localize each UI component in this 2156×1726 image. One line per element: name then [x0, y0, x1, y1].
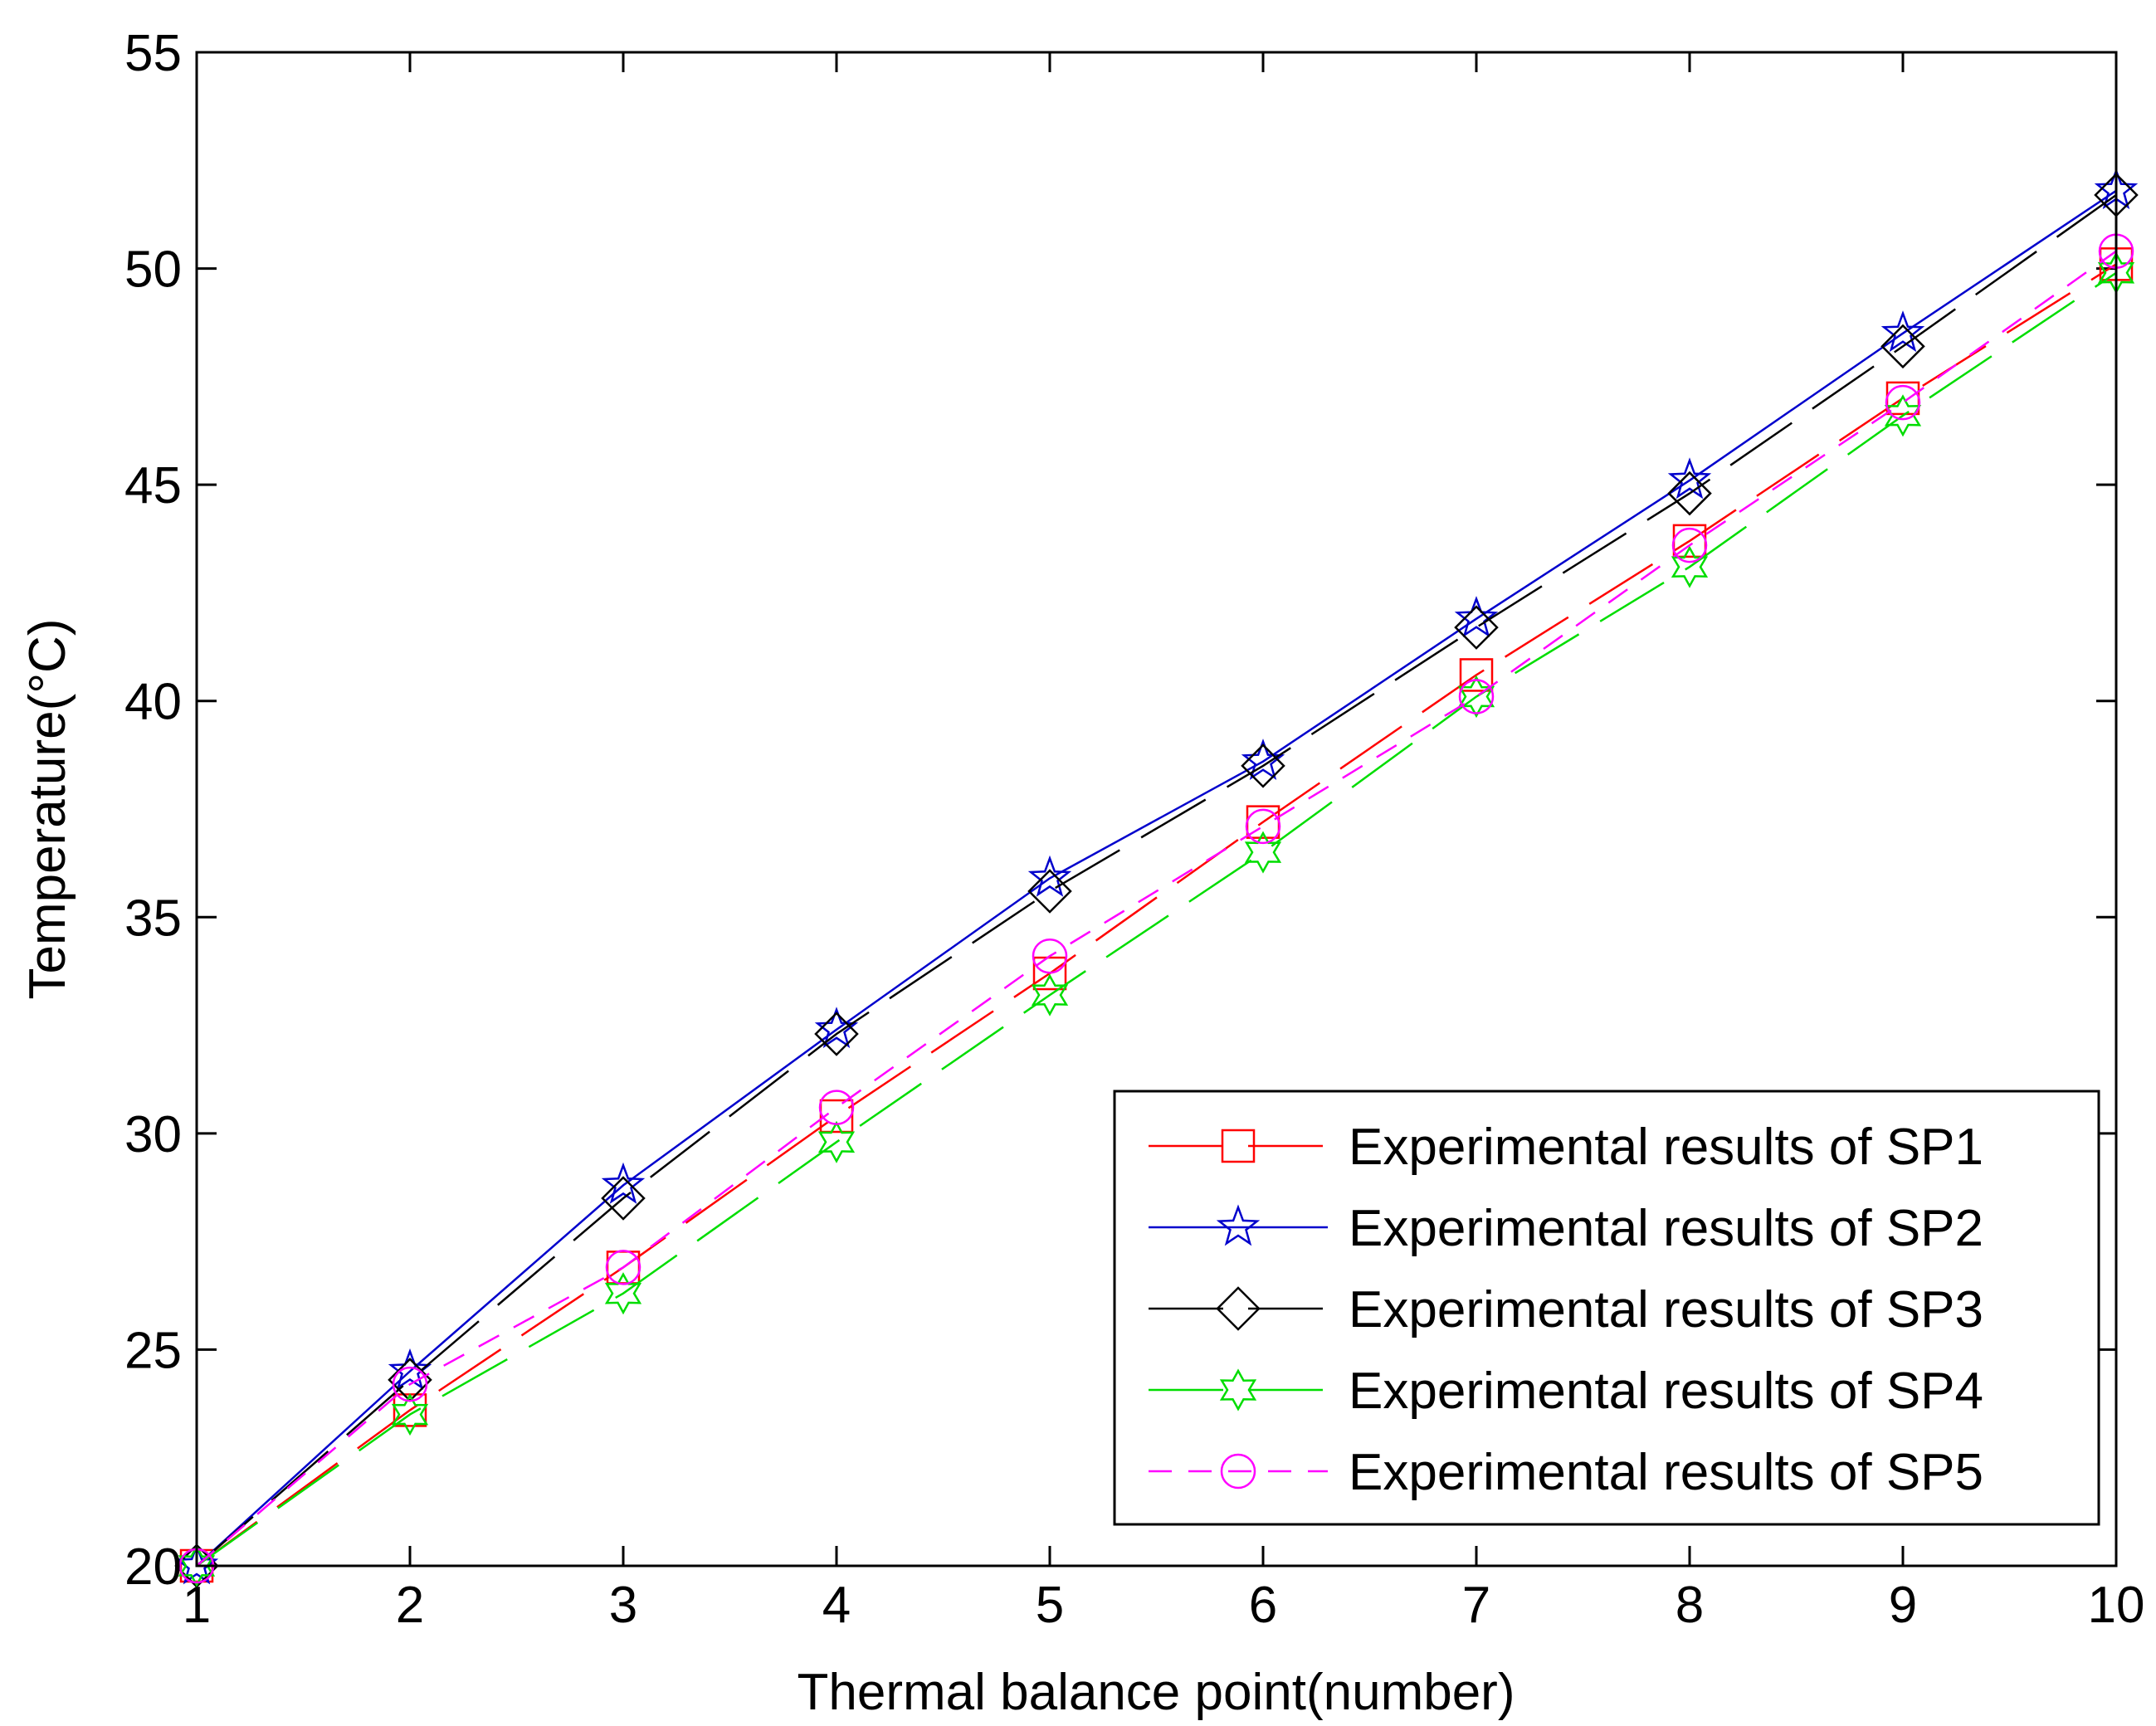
data-point-sp3 [1880, 324, 1925, 369]
series-line-sp4 [196, 271, 2117, 1568]
x-tick-label: 8 [1676, 1577, 1704, 1634]
y-tick-label: 30 [124, 1106, 182, 1163]
data-point-sp4 [391, 1393, 429, 1436]
legend-label: Experimental results of SP1 [1349, 1119, 1983, 1176]
data-point-sp5 [1245, 808, 1281, 845]
data-point-sp4 [1671, 545, 1709, 588]
data-point-sp4 [604, 1272, 642, 1315]
legend-item-sp1: Experimental results of SP1 [1149, 1119, 1983, 1176]
y-tick-label: 55 [124, 25, 182, 82]
y-tick-label: 35 [124, 890, 182, 947]
data-point-sp5 [1032, 938, 1068, 974]
data-point-sp5 [1671, 527, 1708, 563]
series-line-sp1 [196, 263, 2117, 1568]
y-tick-label: 25 [124, 1322, 182, 1379]
series-group [174, 168, 2139, 1588]
x-tick-label: 4 [822, 1577, 851, 1634]
data-point-sp5 [605, 1250, 641, 1285]
data-point-sp3 [1454, 605, 1499, 650]
data-point-sp4 [1244, 831, 1282, 874]
data-point-sp2 [1880, 310, 1925, 353]
x-axis-label: Thermal balance point(number) [798, 1664, 1515, 1721]
data-point-sp5 [1885, 384, 1921, 421]
data-point-sp1 [1459, 658, 1494, 692]
legend-item-sp5: Experimental results of SP5 [1149, 1444, 1983, 1501]
data-point-sp2 [388, 1348, 432, 1390]
x-tick-label: 6 [1249, 1577, 1277, 1634]
data-point-sp4 [178, 1544, 216, 1587]
data-point-sp5 [818, 1090, 855, 1125]
series-line-sp2 [196, 189, 2117, 1567]
y-tick-label: 40 [124, 674, 182, 731]
x-tick-label: 1 [183, 1577, 211, 1634]
data-point-sp5 [392, 1366, 428, 1402]
data-point-sp3 [601, 1176, 646, 1221]
data-point-sp1 [819, 1099, 854, 1134]
legend-marker [1216, 1286, 1261, 1331]
data-point-sp1 [1032, 956, 1067, 991]
legend-item-sp4: Experimental results of SP4 [1149, 1363, 1983, 1420]
legend: Experimental results of SP1 Experimental … [1113, 1090, 2100, 1526]
y-tick-label: 20 [124, 1538, 182, 1596]
data-point-sp2 [1027, 855, 1072, 897]
y-tick-label: 50 [124, 241, 182, 299]
legend-label: Experimental results of SP2 [1349, 1200, 1983, 1257]
x-tick-label: 9 [1889, 1577, 1917, 1634]
legend-item-sp3: Experimental results of SP3 [1149, 1281, 1983, 1338]
legend-marker [1216, 1204, 1261, 1246]
data-point-sp3 [1241, 744, 1285, 788]
data-point-sp3 [814, 1012, 859, 1056]
legend-label: Experimental results of SP4 [1349, 1363, 1983, 1420]
legend-label: Experimental results of SP5 [1349, 1444, 1983, 1501]
legend-item-sp2: Experimental results of SP2 [1149, 1200, 1983, 1257]
series-line-sp3 [196, 193, 2117, 1567]
legend-label: Experimental results of SP3 [1349, 1281, 1983, 1338]
x-tick-label: 7 [1462, 1577, 1490, 1634]
x-tick-label: 5 [1036, 1577, 1064, 1634]
data-point-sp3 [1667, 471, 1712, 516]
data-point-sp2 [601, 1162, 646, 1204]
data-point-sp2 [1454, 596, 1499, 638]
data-point-sp3 [1027, 869, 1072, 914]
y-tick-label: 45 [124, 457, 182, 514]
legend-marker [1221, 1129, 1256, 1163]
plot-frame [195, 51, 2118, 1568]
data-point-sp2 [1667, 457, 1712, 500]
series-line-sp5 [196, 250, 2117, 1567]
legend-marker [1219, 1368, 1257, 1412]
x-tick-label: 10 [2088, 1577, 2145, 1634]
data-point-sp4 [1031, 973, 1069, 1017]
data-point-sp4 [817, 1120, 856, 1163]
data-point-sp2 [1241, 739, 1285, 781]
legend-marker [1220, 1453, 1256, 1490]
data-point-sp4 [1457, 675, 1495, 719]
x-tick-label: 2 [396, 1577, 424, 1634]
series-sp2 [174, 168, 2139, 1585]
y-axis-label: Temperature(°C) [19, 619, 76, 1000]
series-sp5 [178, 233, 2134, 1584]
x-tick-label: 3 [609, 1577, 637, 1634]
data-point-sp5 [1458, 679, 1495, 714]
